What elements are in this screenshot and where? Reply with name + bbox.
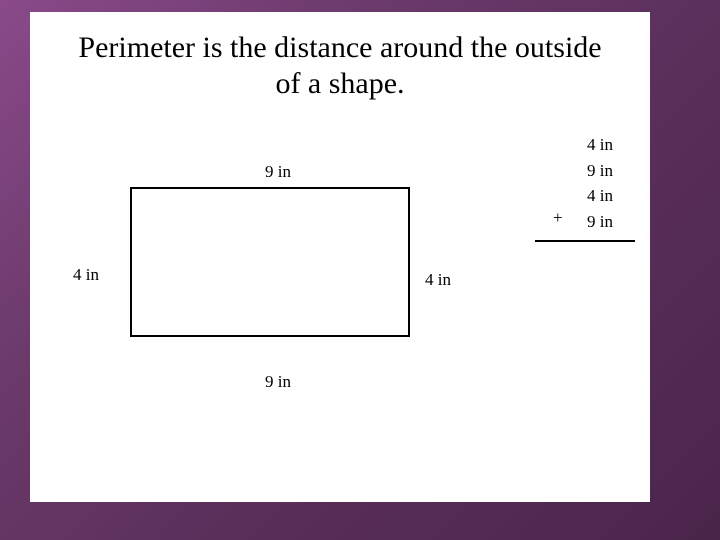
rect-bottom-label: 9 in [265,372,291,392]
addend-3: 4 in [575,183,613,209]
addend-1: 4 in [575,132,613,158]
addition-column: 4 in 9 in 4 in 9 in + [575,132,613,234]
rect-left-label: 4 in [73,265,99,285]
addition-line [535,240,635,242]
addend-4: 9 in [575,209,613,235]
plus-icon: + [553,205,563,231]
addend-2: 9 in [575,158,613,184]
rect-right-label: 4 in [425,270,451,290]
rectangle-shape [130,187,410,337]
slide: Perimeter is the distance around the out… [30,12,650,502]
diagram-area: 9 in 4 in 4 in 9 in 4 in 9 in 4 in 9 in … [30,102,650,482]
rect-top-label: 9 in [265,162,291,182]
slide-title: Perimeter is the distance around the out… [30,12,650,102]
